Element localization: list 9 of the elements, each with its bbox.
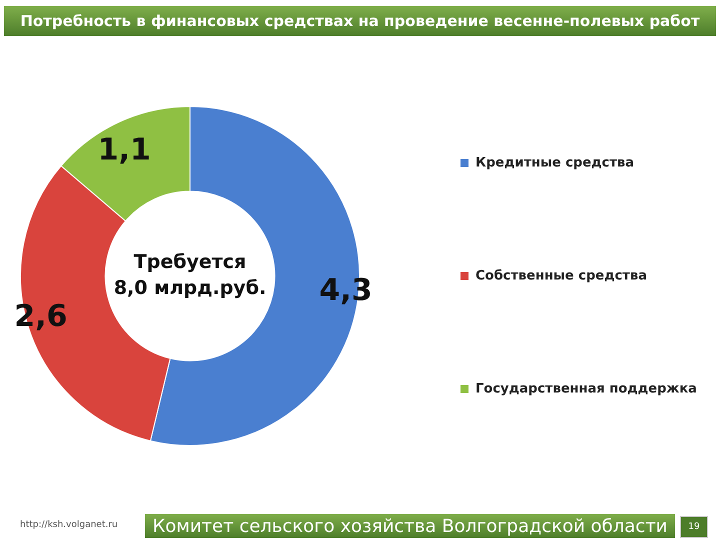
text: 19 [680, 516, 708, 538]
text: http://ksh.volganet.ru [20, 520, 118, 530]
text: Комитет сельского хозяйства Волгоградской области [145, 514, 675, 538]
legend-label: Кредитные средства [476, 155, 634, 170]
chart-title: Потребность в финансовых средствах на проведение весенне-полевых работ [4, 6, 716, 36]
legend-label: Государственная поддержка [476, 381, 697, 396]
legend-label: Собственные средства [476, 268, 647, 284]
data-label: 1,1 [98, 132, 151, 168]
text: Требуется 8,0 млрд.руб. [114, 250, 266, 299]
